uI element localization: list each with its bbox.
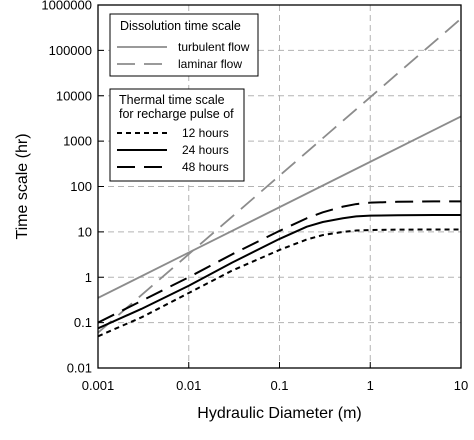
x-tick-label: 0.1 (270, 378, 288, 393)
y-tick-label: 1 (85, 270, 92, 285)
legend-box-thermal (109, 88, 245, 182)
axis-ticks: 0.001 0.01 0.1 1 10 0.01 0.1 1 10 100 1000 10000 100… (41, 0, 468, 393)
legend-title-thermal: Thermal time scale (119, 93, 225, 107)
x-axis-label: Hydraulic Diameter (m) (197, 405, 361, 422)
legend-label-turbulent-flow: turbulent flow (178, 40, 250, 54)
x-tick-label: 1 (367, 378, 374, 393)
x-tick-label: 0.01 (176, 378, 201, 393)
y-axis-label: Time scale (hr) (14, 133, 31, 239)
y-tick-label: 100 (70, 179, 92, 194)
legend-title-thermal: for recharge pulse of (119, 107, 234, 121)
y-tick-label: 10 (78, 224, 92, 239)
legend: Dissolution time scale turbulent flow lami… (109, 13, 259, 182)
y-tick-label: 100000 (49, 43, 92, 58)
legend-label-laminar-flow: laminar flow (178, 57, 242, 71)
legend-box-dissolution (109, 13, 259, 77)
legend-title-dissolution: Dissolution time scale (120, 19, 241, 33)
legend-label-12-hours: 12 hours (182, 126, 229, 140)
y-tick-label: 0.01 (67, 361, 92, 376)
series-lines (98, 17, 461, 338)
series-12-hours-line (98, 228, 461, 338)
x-tick-label: 10 (454, 378, 468, 393)
legend-label-48-hours: 48 hours (182, 160, 229, 174)
series-24-hours-line (98, 214, 461, 330)
y-tick-label: 0.1 (74, 315, 92, 330)
y-tick-label: 1000 (63, 134, 92, 149)
series-48-hours-line (98, 200, 461, 324)
x-tick-label: 0.001 (82, 378, 115, 393)
series-turbulent-flow-line (98, 115, 461, 299)
legend-label-24-hours: 24 hours (182, 143, 229, 157)
y-tick-label: 1000000 (41, 0, 92, 13)
y-tick-label: 10000 (56, 88, 92, 103)
